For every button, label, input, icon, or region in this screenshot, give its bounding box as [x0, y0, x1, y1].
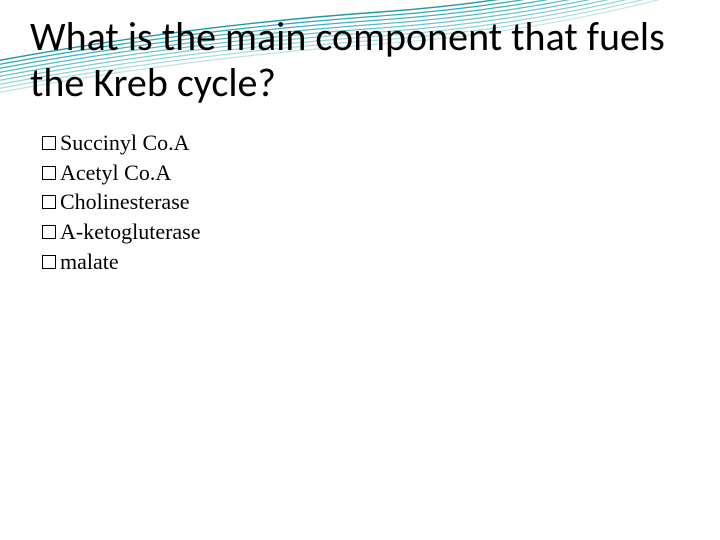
list-item: Acetyl Co.A	[42, 158, 690, 188]
slide-content: What is the main component that fuels th…	[0, 0, 720, 540]
option-label: malate	[60, 247, 119, 277]
option-label: A-ketogluterase	[60, 217, 201, 247]
list-item: Cholinesterase	[42, 187, 690, 217]
box-icon	[42, 166, 56, 180]
box-icon	[42, 195, 56, 209]
box-icon	[42, 225, 56, 239]
list-item: A-ketogluterase	[42, 217, 690, 247]
option-label: Acetyl Co.A	[60, 158, 171, 188]
list-item: Succinyl Co.A	[42, 128, 690, 158]
slide-title: What is the main component that fuels th…	[30, 14, 690, 106]
box-icon	[42, 136, 56, 150]
option-label: Cholinesterase	[60, 187, 190, 217]
box-icon	[42, 255, 56, 269]
options-list: Succinyl Co.A Acetyl Co.A Cholinesterase…	[30, 128, 690, 276]
option-label: Succinyl Co.A	[60, 128, 190, 158]
list-item: malate	[42, 247, 690, 277]
